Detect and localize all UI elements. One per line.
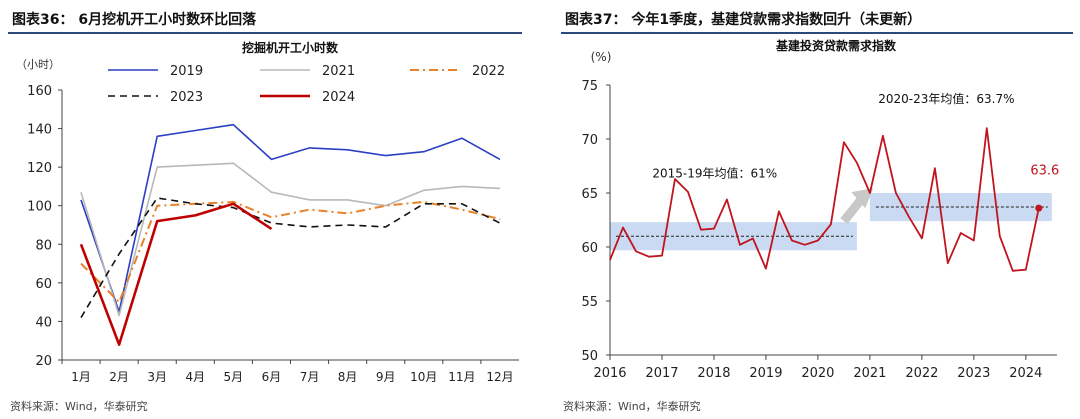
excavator-hours-chart: 挖掘机开工小时数 （小时） 20 40 60 80 100 120 140 160 1月 2月 3月 4月…	[16, 40, 519, 384]
series-line-2024	[79, 202, 273, 346]
x-tick-label: 2022	[905, 366, 938, 381]
x-tick-label: 4月	[185, 370, 205, 384]
legend-label-2024: 2024	[322, 90, 355, 105]
legend-label-2021: 2021	[322, 64, 355, 79]
legend-label-2023: 2023	[170, 90, 203, 105]
shift-arrow-shaft	[840, 195, 866, 224]
chart-title: 基建投资贷款需求指数	[775, 38, 897, 53]
average-label-2020-23: 2020-23年均值：63.7%	[878, 91, 1014, 106]
y-tick-label: 100	[27, 200, 52, 215]
y-tick-label: 80	[35, 238, 52, 253]
series-line-2019	[80, 123, 501, 313]
y-tick-label: 60	[35, 277, 52, 292]
x-tick-label: 9月	[376, 370, 396, 384]
x-tick-label: 2024	[1009, 366, 1042, 381]
right-figure-title: 图表37： 今年1季度，基建贷款需求指数回升（未更新）	[565, 12, 922, 28]
y-axis-label: (%)	[591, 50, 612, 64]
infrastructure-loan-demand-chart: 基建投资贷款需求指数 (%) 50 55 60 65 70 75 2016 2017 2018 201…	[581, 38, 1059, 381]
x-tick-label: 8月	[338, 370, 358, 384]
x-tick-label: 2017	[645, 366, 678, 381]
x-tick-label: 7月	[300, 370, 320, 384]
y-tick-label: 140	[27, 123, 52, 138]
left-title-rule	[8, 32, 522, 34]
x-tick-label: 2021	[853, 366, 886, 381]
y-tick-label: 20	[35, 354, 52, 369]
x-tick-label: 10月	[410, 370, 437, 384]
left-source-note: 资料来源：Wind，华泰研究	[10, 400, 148, 413]
x-tick-label: 2016	[593, 366, 626, 381]
y-tick-label: 50	[581, 349, 598, 364]
latest-point-label: 63.6	[1030, 164, 1059, 179]
x-tick-label: 12月	[486, 370, 513, 384]
y-tick-label: 70	[581, 133, 598, 148]
legend-label-2019: 2019	[170, 64, 203, 79]
x-tick-label: 6月	[262, 370, 282, 384]
series-line-2023	[80, 197, 501, 319]
y-tick-label: 60	[581, 241, 598, 256]
latest-point-marker	[1035, 204, 1043, 212]
average-label-2015-19: 2015-19年均值：61%	[652, 166, 777, 181]
right-source-note: 资料来源：Wind，华泰研究	[563, 400, 701, 413]
right-title-rule	[561, 32, 1073, 34]
x-tick-label: 2020	[801, 366, 834, 381]
x-tick-label: 11月	[448, 370, 475, 384]
chart-title: 挖掘机开工小时数	[242, 40, 339, 55]
left-figure-panel: 图表36： 6月挖机开工小时数环比回落 挖掘机开工小时数 （小时） 20 40 60 80…	[0, 0, 530, 419]
series-line-2022	[80, 200, 501, 304]
series-line-2021	[80, 162, 501, 317]
y-tick-label: 40	[35, 315, 52, 330]
x-tick-label: 2019	[749, 366, 782, 381]
left-figure-title: 图表36： 6月挖机开工小时数环比回落	[12, 12, 257, 28]
x-tick-label: 3月	[147, 370, 167, 384]
y-tick-label: 160	[27, 84, 52, 99]
right-figure-panel: 图表37： 今年1季度，基建贷款需求指数回升（未更新） 基建投资贷款需求指数 (%…	[553, 0, 1080, 419]
legend-label-2022: 2022	[472, 64, 505, 79]
y-tick-label: 120	[27, 161, 52, 176]
x-tick-label: 2023	[957, 366, 990, 381]
shift-arrow-head	[851, 188, 874, 209]
y-tick-label: 55	[581, 295, 598, 310]
y-tick-label: 75	[581, 79, 598, 94]
x-tick-label: 2月	[109, 370, 129, 384]
x-tick-label: 1月	[71, 370, 91, 384]
x-tick-label: 2018	[697, 366, 730, 381]
x-tick-label: 5月	[224, 370, 244, 384]
series-line-loan-demand-index	[609, 127, 1040, 272]
y-tick-label: 65	[581, 187, 598, 202]
y-axis-label: （小时）	[16, 58, 60, 71]
